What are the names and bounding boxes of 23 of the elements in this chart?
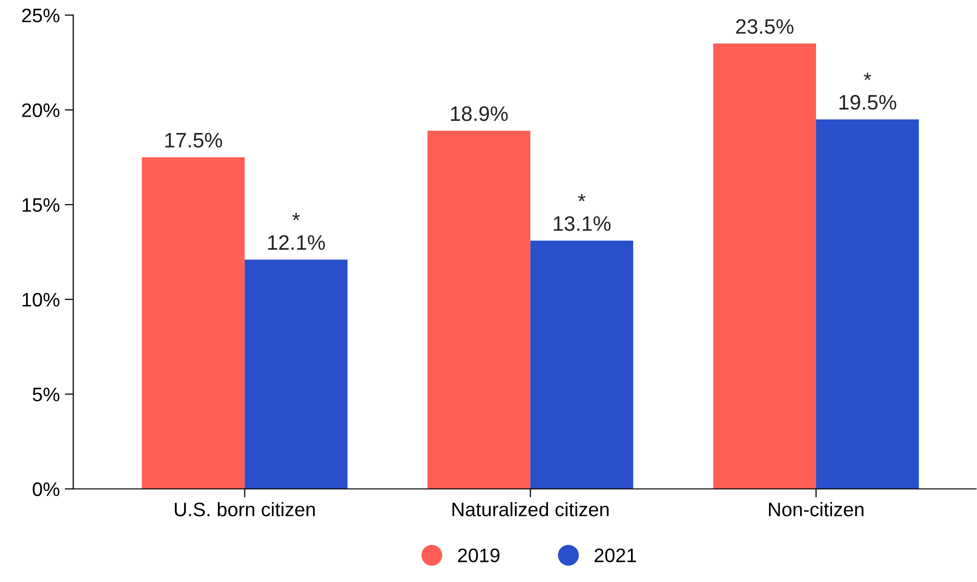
data-label: 17.5% bbox=[165, 132, 222, 148]
data-label: * 13.1% bbox=[554, 194, 611, 231]
bar bbox=[142, 157, 245, 489]
y-tick-label: 5% bbox=[32, 388, 60, 402]
y-tick-label: 0% bbox=[32, 482, 60, 496]
bar bbox=[713, 44, 816, 489]
x-tick-label: Naturalized citizen bbox=[452, 502, 609, 516]
data-label: 18.9% bbox=[450, 106, 508, 122]
legend-label: 2019 bbox=[458, 548, 500, 562]
data-label: * 19.5% bbox=[840, 72, 896, 110]
y-tick-label: 15% bbox=[22, 198, 60, 212]
legend-label: 2021 bbox=[594, 548, 636, 562]
data-label: * 12.1% bbox=[268, 212, 325, 250]
data-label: 23.5% bbox=[736, 19, 794, 34]
bar bbox=[428, 130, 530, 489]
x-tick-label: Non-citizen bbox=[769, 502, 864, 516]
x-tick-label: U.S. born citizen bbox=[174, 502, 315, 516]
y-tick-label: 10% bbox=[22, 292, 60, 307]
bar bbox=[530, 240, 634, 489]
y-tick-label: 25% bbox=[22, 8, 60, 22]
bar bbox=[244, 260, 348, 489]
bar bbox=[816, 119, 919, 489]
y-tick-label: 20% bbox=[22, 103, 60, 118]
